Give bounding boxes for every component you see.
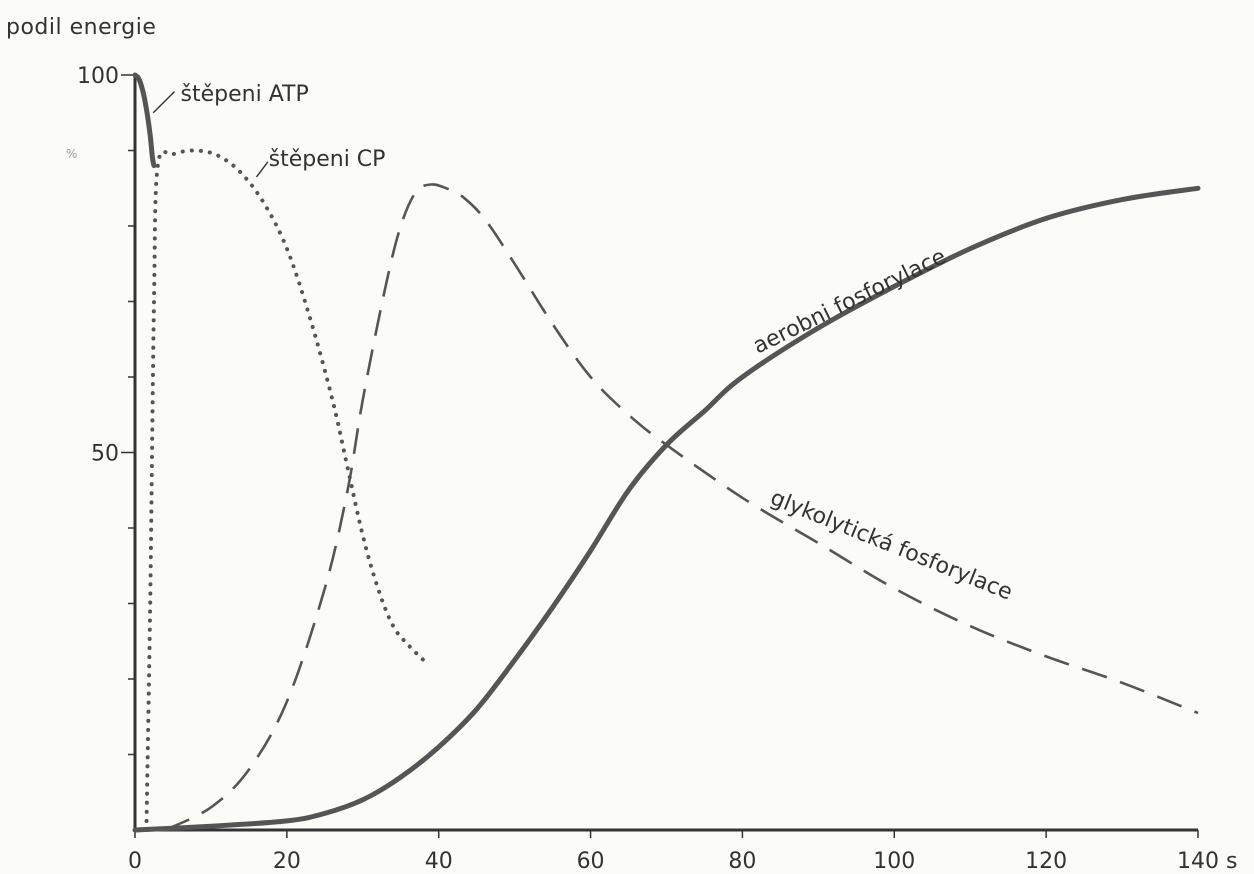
chart-axes (133, 75, 1198, 832)
series-line-aerobni-fosforylace (132, 185, 1201, 833)
y-tick-label-50: 50 (91, 442, 119, 467)
x-tick-label-20: 20 (273, 849, 301, 874)
x-tick-label-120: 120 (1025, 849, 1067, 874)
chart-series (132, 72, 1201, 833)
x-tick-label-60: 60 (577, 849, 605, 874)
x-tick-label-140: 140 (1177, 849, 1219, 874)
atp-label-leader (152, 91, 175, 114)
y-tick-label-100: 100 (77, 64, 119, 89)
cp-label-leader (255, 161, 269, 178)
x-tick-label-100: 100 (873, 849, 915, 874)
y-axis-label: podil energie (6, 15, 156, 40)
series-line-glykolyticka-fosforylace (164, 183, 1199, 832)
chart-ticks: 0 20 40 60 80 100 120 140 s 50 100 (77, 64, 1237, 874)
x-tick-label-0: 0 (128, 849, 142, 874)
x-axis-unit: s (1226, 849, 1237, 874)
series-label-glycolytic: glykolytická fosforylace (767, 486, 1016, 606)
x-tick-label-80: 80 (728, 849, 756, 874)
series-label-atp: štěpeni ATP (181, 82, 309, 107)
series-label-aerobic: aerobni fosforylace (749, 244, 950, 359)
series-line-stepeni-atp (132, 72, 157, 169)
series-line-stepeni-cp (144, 148, 426, 832)
chart-labels: podil energie% štěpeni ATP štěpeni CP aerob… (6, 15, 1016, 606)
x-tick-label-40: 40 (425, 849, 453, 874)
percent-mark: % (66, 147, 77, 161)
series-label-cp: štěpeni CP (269, 147, 386, 172)
